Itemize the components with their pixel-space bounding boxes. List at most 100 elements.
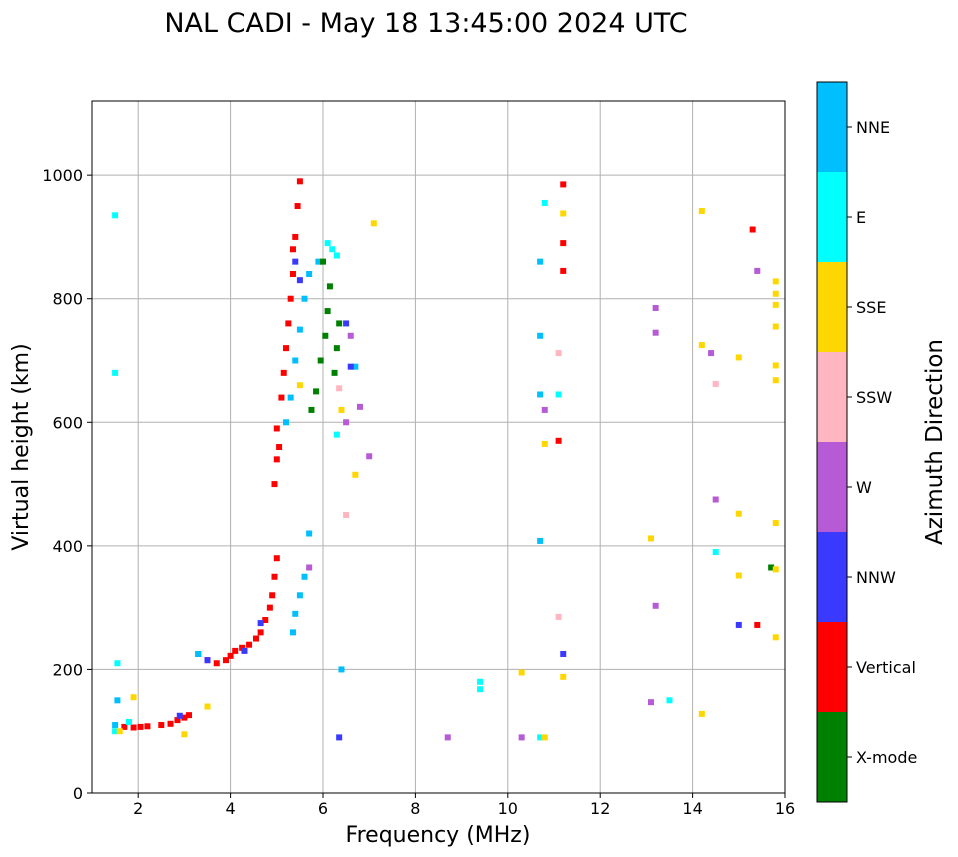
data-point-sse <box>181 731 188 738</box>
colorbar-label: X-mode <box>856 748 917 767</box>
data-point-x-mode <box>333 345 340 352</box>
data-point-vertical <box>273 555 280 562</box>
data-point-nne <box>537 258 544 265</box>
data-point-x-mode <box>317 357 324 364</box>
data-point-vertical <box>269 592 276 599</box>
data-point-w <box>306 564 313 571</box>
data-point-vertical <box>130 724 137 731</box>
data-point-sse <box>772 566 779 573</box>
data-point-w <box>652 304 659 311</box>
data-point-sse <box>698 342 705 349</box>
data-point-nne <box>537 537 544 544</box>
data-point-nne <box>287 394 294 401</box>
data-point-vertical <box>271 573 278 580</box>
data-point-w <box>712 496 719 503</box>
data-point-vertical <box>246 641 253 648</box>
data-point-vertical <box>560 267 567 274</box>
data-point-x-mode <box>308 406 315 413</box>
data-point-nne <box>112 722 119 729</box>
data-point-vertical <box>213 660 220 667</box>
data-point-vertical <box>273 456 280 463</box>
data-point-sse <box>338 406 345 413</box>
data-point-vertical <box>181 714 188 721</box>
data-point-x-mode <box>336 320 343 327</box>
colorbar-frame <box>816 81 848 803</box>
data-point-sse <box>735 510 742 517</box>
data-point-x-mode <box>331 369 338 376</box>
colorbar-title: Azimuth Direction <box>922 339 948 545</box>
x-tick-label: 16 <box>775 799 795 818</box>
data-point-sse <box>698 710 705 717</box>
data-point-vertical <box>158 722 165 729</box>
data-point-nnw <box>735 621 742 628</box>
data-point-sse <box>772 362 779 369</box>
data-point-w <box>648 699 655 706</box>
data-point-e <box>541 199 548 206</box>
data-point-w <box>343 419 350 426</box>
data-point-nne <box>537 332 544 339</box>
data-point-nne <box>301 573 308 580</box>
y-tick-label: 1000 <box>42 166 83 185</box>
data-point-nne <box>306 530 313 537</box>
data-point-e <box>333 431 340 438</box>
colorbar: X-mode Vertical NNW W SSW SSE E NNE <box>816 81 917 803</box>
data-point-vertical <box>232 647 239 654</box>
data-point-nne <box>315 258 322 265</box>
data-point-vertical <box>174 717 181 724</box>
data-point-sse <box>735 354 742 361</box>
data-point-nnw <box>336 734 343 741</box>
x-tick-label: 4 <box>226 799 236 818</box>
data-point-nne <box>306 271 313 277</box>
data-point-vertical <box>144 723 151 730</box>
data-point-sse <box>648 535 655 542</box>
data-point-w <box>754 267 761 274</box>
data-point-vertical <box>289 271 296 277</box>
data-point-w <box>708 350 715 357</box>
data-point-vertical <box>296 178 303 185</box>
data-point-e <box>712 549 719 556</box>
data-point-nnw <box>347 363 354 370</box>
data-point-vertical <box>287 295 294 302</box>
data-point-x-mode <box>322 332 329 339</box>
data-point-vertical <box>262 617 269 623</box>
colorbar-label: NNE <box>856 118 890 137</box>
data-point-e <box>666 697 673 704</box>
data-point-vertical <box>253 635 260 642</box>
data-point-ssw <box>555 350 562 357</box>
data-point-vertical <box>285 320 292 327</box>
data-point-vertical <box>257 629 264 636</box>
y-tick-label: 600 <box>52 413 83 432</box>
data-point-nne <box>114 697 121 704</box>
data-point-e <box>477 678 484 685</box>
data-point-e <box>555 391 562 398</box>
data-point-vertical <box>749 226 756 233</box>
data-point-vertical <box>280 369 287 376</box>
y-tick-label: 200 <box>52 660 83 679</box>
data-point-nne <box>292 610 299 617</box>
data-point-nne <box>352 363 359 370</box>
data-point-sse <box>735 572 742 579</box>
data-point-sse <box>560 210 567 217</box>
data-point-e <box>112 212 119 219</box>
x-tick-label: 12 <box>590 799 610 818</box>
data-point-vertical <box>555 437 562 444</box>
data-point-nnw <box>292 258 299 265</box>
data-point-nnw <box>176 712 183 719</box>
data-point-sse <box>560 673 567 680</box>
data-point-e <box>477 686 484 693</box>
x-tick-label: 8 <box>410 799 420 818</box>
data-point-ssw <box>336 385 343 392</box>
data-point-ssw <box>555 613 562 620</box>
data-point-w <box>356 403 363 410</box>
data-point-vertical <box>273 425 280 432</box>
y-tick-label: 800 <box>52 290 83 309</box>
data-point-vertical <box>186 712 193 719</box>
data-point-e <box>537 734 544 741</box>
data-point-vertical <box>227 652 234 659</box>
x-tick-label: 10 <box>498 799 518 818</box>
data-point-e <box>112 369 119 376</box>
data-point-nne <box>195 650 202 657</box>
y-tick-label: 0 <box>73 784 83 803</box>
data-point-sse <box>772 278 779 285</box>
data-point-w <box>366 453 373 460</box>
